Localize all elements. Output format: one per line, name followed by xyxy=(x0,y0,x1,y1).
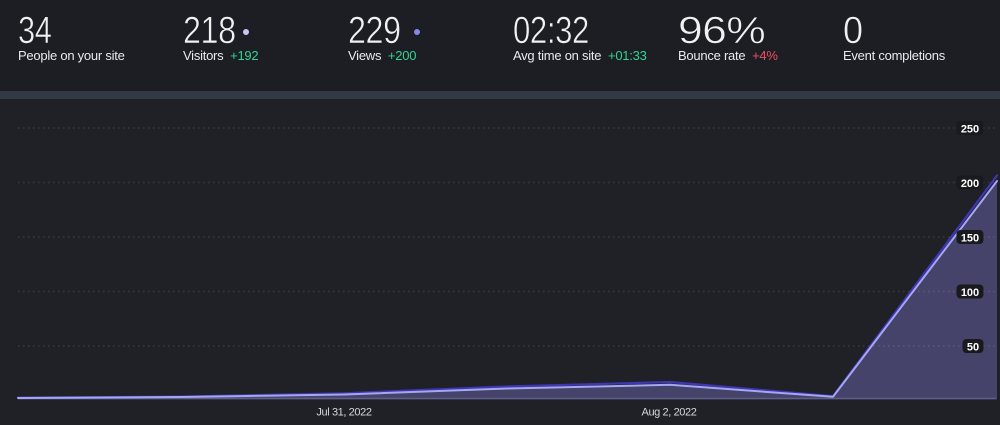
svg-text:250: 250 xyxy=(961,124,979,136)
svg-text:150: 150 xyxy=(961,233,979,245)
svg-text:200: 200 xyxy=(961,178,979,190)
svg-text:100: 100 xyxy=(961,287,979,299)
svg-text:50: 50 xyxy=(967,342,979,354)
svg-text:Jul 31, 2022: Jul 31, 2022 xyxy=(316,407,371,419)
svg-text:Aug 2, 2022: Aug 2, 2022 xyxy=(642,407,697,419)
